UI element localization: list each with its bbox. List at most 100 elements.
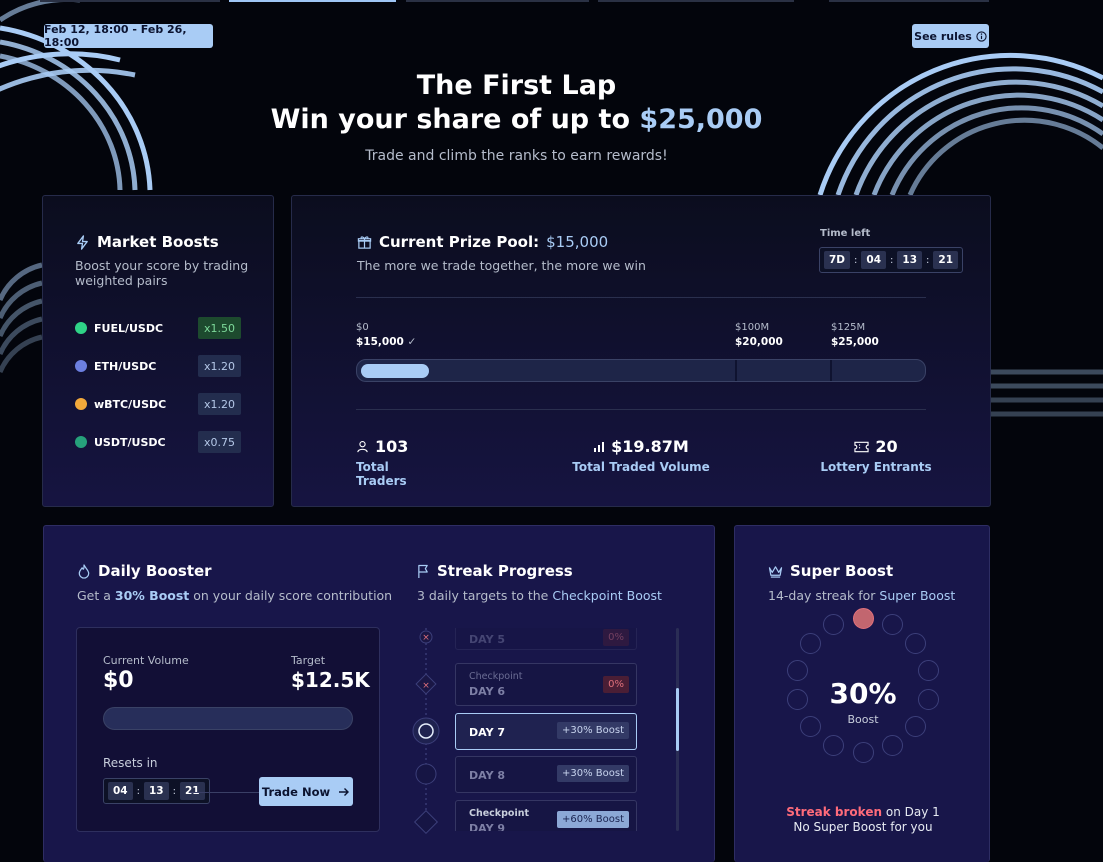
ticket-icon	[854, 441, 869, 452]
daily-booster-title-row: Daily Booster	[77, 562, 212, 580]
streak-timeline: × ×	[412, 628, 440, 835]
desc-prefix: 14-day streak for	[768, 588, 880, 603]
time-left-label: Time left	[820, 228, 871, 239]
milestone-prize: $15,000 ✓	[356, 336, 416, 348]
current-volume-label: Current Volume	[103, 654, 189, 667]
trade-now-label: Trade Now	[261, 784, 331, 799]
daily-volume-panel: Current Volume $0 Target $12.5K Resets i…	[76, 627, 380, 832]
streak-day-text: on Day 1	[882, 805, 940, 819]
streak-day-item: Checkpoint DAY 9 +60% Boost	[455, 800, 637, 831]
boost-pair-row: wBTC/USDC x1.20	[75, 393, 241, 415]
prize-pool-card: Current Prize Pool: $15,000 The more we …	[291, 195, 991, 507]
fuel-coin-icon	[75, 322, 87, 334]
page-title: The First Lap	[416, 70, 617, 101]
streak-broken-text: Streak broken	[786, 805, 883, 819]
failed-checkpoint-marker: ×	[415, 673, 437, 695]
lightning-icon	[77, 234, 88, 250]
stat-total-traders: 103 Total Traders	[356, 437, 436, 488]
prize-pool-title-row: Current Prize Pool: $15,000	[357, 233, 608, 251]
failed-day-marker: ×	[419, 630, 433, 644]
divider	[189, 792, 259, 793]
wbtc-coin-icon	[75, 398, 87, 410]
info-icon	[976, 30, 987, 42]
stat-value: $19.87M	[611, 437, 689, 456]
desc-prefix: Get a	[77, 588, 115, 603]
milestone-separator	[735, 360, 737, 381]
trade-now-button[interactable]: Trade Now	[259, 777, 353, 806]
page-description: Trade and climb the ranks to earn reward…	[365, 148, 668, 164]
subtitle-amount: $25,000	[639, 104, 763, 135]
streak-day-list: DAY 5 0% Checkpoint DAY 6 0% DAY 7 +30% …	[450, 628, 650, 831]
stat-label: Total Traders	[356, 460, 407, 488]
streak-day-dot	[787, 689, 809, 711]
market-boosts-title: Market Boosts	[97, 233, 219, 251]
top-tab[interactable]	[829, 0, 989, 2]
day-label: DAY 5	[469, 633, 506, 646]
timer-hours: 04	[108, 782, 133, 800]
resets-label: Resets in	[103, 756, 158, 770]
page-subtitle: Win your share of up to $25,000	[0, 104, 1033, 135]
super-boost-title-row: Super Boost	[768, 562, 893, 580]
day-badge: +30% Boost	[556, 722, 629, 739]
upcoming-day-marker	[415, 763, 437, 785]
streak-day-dot	[852, 741, 874, 763]
desc-highlight: 30% Boost	[114, 588, 190, 603]
streak-day-dot	[800, 632, 822, 654]
prize-pool-progress-bar	[356, 359, 926, 382]
market-boosts-description: Boost your score by trading weighted pai…	[75, 258, 249, 288]
stat-label: Total Traded Volume	[572, 460, 710, 474]
progress-fill	[361, 364, 430, 378]
super-boost-percent: 30%	[829, 677, 897, 710]
stat-value: 20	[875, 437, 898, 456]
super-boost-percent-label: Boost	[847, 713, 879, 726]
pair-multiplier: x1.20	[197, 393, 241, 415]
top-tab[interactable]	[598, 0, 794, 2]
desc-highlight: Checkpoint Boost	[552, 588, 662, 603]
current-day-marker	[418, 723, 434, 739]
market-boosts-card: Market Boosts Boost your score by tradin…	[42, 195, 274, 507]
top-tab-active[interactable]	[229, 0, 396, 2]
streak-progress-title: Streak Progress	[437, 562, 573, 580]
day-badge: +30% Boost	[556, 765, 629, 782]
streak-day-item: DAY 8 +30% Boost	[455, 756, 637, 793]
check-icon: ✓	[407, 336, 417, 348]
flag-icon	[418, 564, 428, 578]
stat-total-volume: $19.87M Total Traded Volume	[566, 437, 716, 474]
top-tab[interactable]	[406, 0, 589, 2]
streak-scrollbar-thumb[interactable]	[676, 688, 679, 751]
boost-pair-row: ETH/USDC x1.20	[75, 355, 241, 377]
day-label: DAY 9	[469, 822, 506, 831]
streak-day-dot	[917, 659, 939, 681]
checkpoint-label: Checkpoint	[469, 808, 530, 819]
milestone-prize: $25,000	[831, 336, 879, 348]
milestone-separator	[830, 360, 832, 381]
arrow-right-icon	[339, 787, 350, 796]
eth-coin-icon	[75, 360, 87, 372]
super-boost-description: 14-day streak for Super Boost	[768, 588, 955, 603]
timer-seconds: 21	[933, 251, 959, 269]
desc-highlight: Super Boost	[879, 588, 956, 603]
bar-chart-icon	[594, 441, 605, 452]
resets-timer: 04: 13: 21	[103, 778, 210, 804]
stat-value: 103	[375, 437, 409, 456]
streak-day-item: DAY 5 0%	[455, 628, 637, 650]
prize-pool-description: The more we trade together, the more we …	[357, 258, 646, 273]
crown-icon	[768, 565, 783, 578]
market-boosts-title-row: Market Boosts	[75, 233, 219, 251]
streak-day-dot	[823, 614, 845, 636]
no-super-boost-text: No Super Boost for you	[793, 820, 933, 834]
streak-day-item: Checkpoint DAY 6 0%	[455, 663, 637, 706]
pair-multiplier: x0.75	[197, 431, 241, 453]
svg-text:×: ×	[422, 633, 430, 643]
top-tab[interactable]	[40, 0, 220, 2]
timer-hours: 04	[861, 251, 887, 269]
milestone-volume: $100M	[735, 322, 770, 333]
pair-name: FUEL/USDC	[94, 321, 164, 335]
boost-pair-row: USDT/USDC x0.75	[75, 431, 241, 453]
target-label: Target	[291, 654, 326, 667]
pair-multiplier: x1.20	[197, 355, 241, 377]
milestone-volume: $0	[356, 322, 369, 333]
divider	[356, 409, 926, 410]
gift-icon	[357, 235, 372, 249]
see-rules-button[interactable]: See rules	[912, 24, 989, 48]
